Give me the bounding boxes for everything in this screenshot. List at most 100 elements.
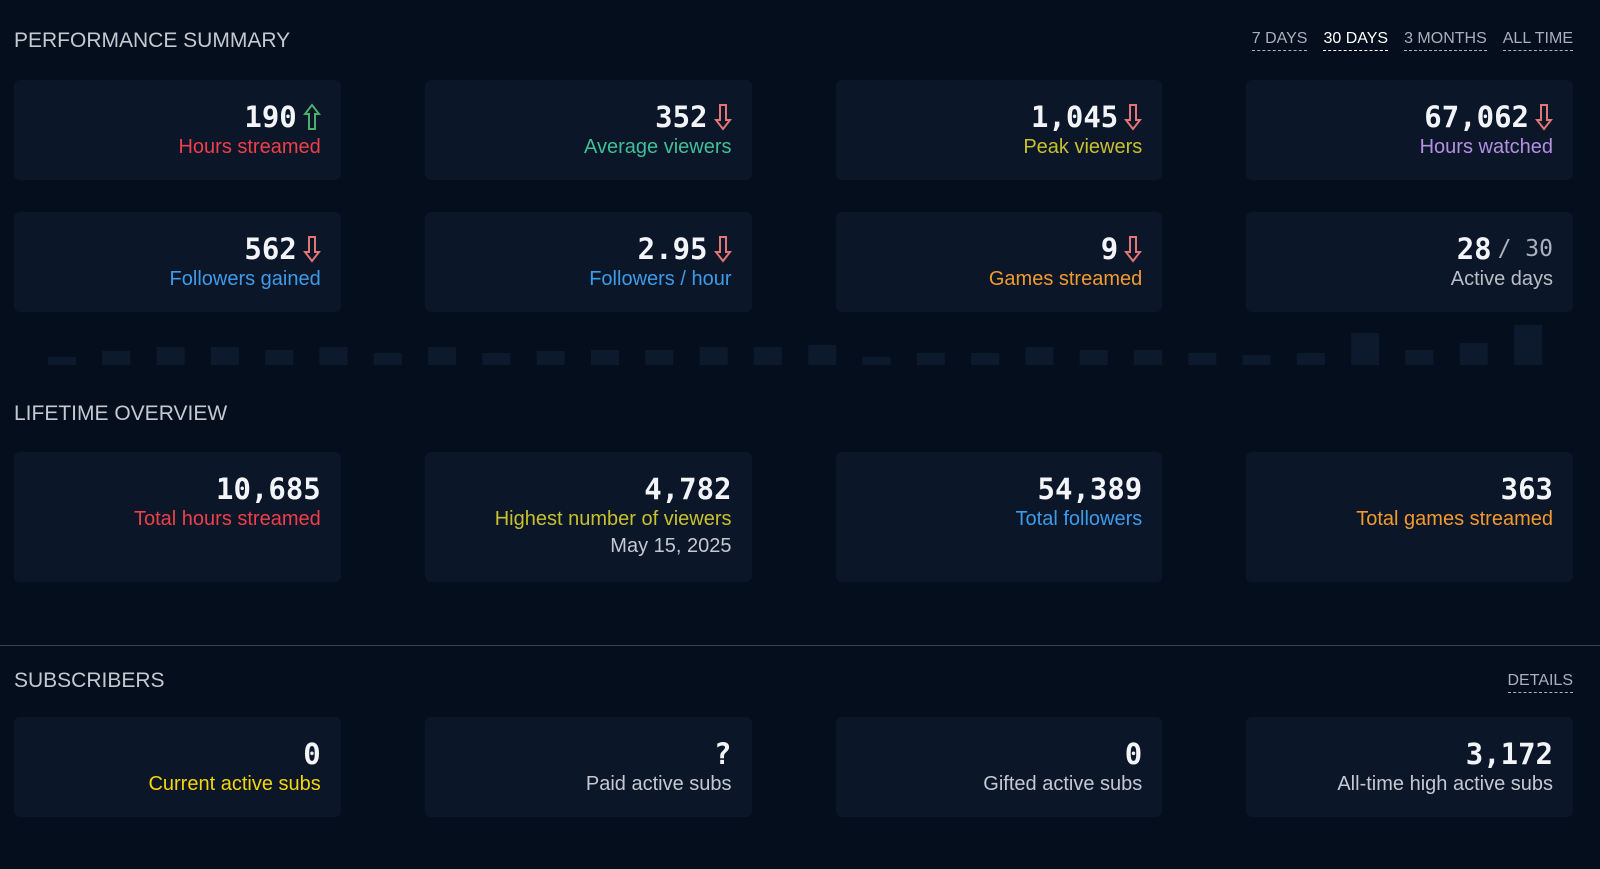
arrow-shape (302, 236, 321, 263)
activity-bar (536, 351, 565, 365)
stat-card: 0 Current active subs (14, 717, 341, 817)
stat-value-row: 67,062 (1246, 100, 1553, 134)
section-title: LIFETIME OVERVIEW (14, 402, 228, 425)
stat-label: Highest number of viewers (494, 508, 732, 530)
activity-bar (1025, 347, 1054, 365)
stat-value-row: 54,389 (836, 472, 1143, 506)
period-tab[interactable]: 30 DAYS (1323, 30, 1389, 51)
stat-card: 0 Gifted active subs (835, 717, 1163, 817)
lifetime-cards: 10,685 Total hours streamed 4,782 Highest n… (14, 452, 1573, 582)
stat-card: 363 Total games streamed (1246, 452, 1573, 582)
stat-value-row: 10,685 (14, 472, 321, 506)
period-tab[interactable]: ALL TIME (1502, 30, 1573, 51)
stat-total: / 30 (1497, 236, 1553, 262)
stat-value: 2.95 (637, 232, 708, 266)
stat-value-row: 3,172 (1246, 737, 1553, 771)
stat-value: 54,389 (1037, 472, 1143, 506)
arrow-shape (1535, 104, 1553, 131)
stat-value: 0 (303, 737, 321, 771)
stat-card: 1,045 Peak viewers (835, 80, 1163, 180)
stat-value-row: 562 (14, 232, 321, 266)
stat-card: ? Paid active subs (424, 717, 752, 817)
stat-card: 9 Games streamed (835, 212, 1163, 312)
stat-label: Total games streamed (1356, 508, 1553, 530)
stat-value: 562 (244, 232, 297, 266)
arrow-shape (1124, 236, 1143, 263)
period-tab[interactable]: 3 MONTHS (1404, 30, 1487, 51)
details-link[interactable]: DETAILS (1507, 672, 1573, 693)
activity-bar (373, 353, 402, 365)
stat-card: 352 Average viewers (424, 80, 752, 180)
activity-bar (482, 353, 511, 365)
stat-date: May 15, 2025 (610, 535, 732, 557)
activity-bar (265, 350, 294, 365)
activity-bar (591, 350, 619, 365)
stat-label: Active days (1450, 268, 1553, 290)
stat-value: 10,685 (215, 472, 321, 506)
stat-value: 1,045 (1030, 100, 1119, 134)
activity-bar (808, 345, 837, 365)
stat-value: 4,782 (644, 472, 732, 506)
trend-arrow (302, 103, 321, 130)
stat-card: 562 Followers gained (14, 212, 341, 312)
activity-bar (753, 347, 782, 365)
stat-card: 190 Hours streamed (14, 80, 341, 180)
activity-bar (645, 350, 674, 365)
stat-value: 190 (244, 100, 297, 134)
subscriber-cards: 0 Current active subs? Paid active subs 0 Gi… (14, 717, 1573, 817)
activity-bar (48, 357, 76, 365)
stat-value-row: 0 (14, 737, 321, 771)
activity-bar (862, 357, 891, 365)
stat-value: 28 (1456, 232, 1492, 266)
stat-value: 363 (1500, 472, 1553, 506)
activity-bar (916, 353, 945, 365)
stat-label: Total hours streamed (133, 508, 321, 530)
stat-label: Followers / hour (589, 268, 732, 290)
stat-value: 67,062 (1424, 100, 1529, 134)
section-title: SUBSCRIBERS (14, 669, 165, 692)
stat-value-row: 363 (1246, 472, 1553, 506)
activity-bar (156, 347, 185, 365)
stat-card: 67,062 Hours watched (1246, 80, 1573, 180)
activity-bar (699, 347, 728, 365)
activity-bar (1079, 350, 1108, 365)
trend-arrow (1124, 236, 1143, 263)
stat-value: 0 (1124, 737, 1143, 771)
stat-card: 54,389 Total followers (835, 452, 1163, 582)
period-tab[interactable]: 7 DAYS (1251, 30, 1308, 51)
stat-value-row: 0 (836, 737, 1143, 771)
stat-value-row: 28/ 30 (1246, 232, 1553, 266)
divider (0, 645, 1600, 646)
section-title: PERFORMANCE SUMMARY (14, 29, 291, 52)
activity-bar (210, 347, 239, 365)
activity-bar (1134, 350, 1162, 365)
activity-bar (102, 351, 131, 365)
activity-bar (1188, 353, 1217, 365)
stat-value-row: ? (425, 737, 731, 771)
activity-bar (1459, 343, 1488, 365)
stat-value: 352 (655, 100, 708, 134)
arrow-shape (1124, 104, 1143, 131)
activity-bar (1405, 350, 1434, 365)
activity-bar (1514, 325, 1543, 365)
stat-label: Hours watched (1419, 136, 1553, 158)
stat-card: 28/ 30 Active days (1246, 212, 1573, 312)
period-tabs: 7 DAYS 30 DAYS 3 MONTHS ALL TIME (1251, 30, 1573, 51)
trend-arrow (1124, 104, 1143, 131)
arrow-shape (713, 236, 732, 263)
stat-label: Hours streamed (178, 136, 321, 158)
stat-card: 2.95 Followers / hour (424, 212, 752, 312)
activity-bar (971, 353, 1000, 365)
trend-arrow (713, 236, 732, 263)
stat-card: 4,782 Highest number of viewers May 15, 20… (424, 452, 752, 582)
stat-label: Average viewers (584, 136, 732, 158)
stat-label: Peak viewers (1023, 136, 1143, 158)
stat-label: Current active subs (148, 773, 321, 795)
trend-arrow (1535, 104, 1553, 131)
stat-value: 3,172 (1465, 737, 1553, 771)
activity-bar (319, 347, 348, 365)
activity-chart (48, 325, 1543, 365)
performance-cards: 190 Hours streamed 352 Average viewers 1,045… (14, 80, 1573, 312)
stat-label: Games streamed (988, 268, 1143, 290)
